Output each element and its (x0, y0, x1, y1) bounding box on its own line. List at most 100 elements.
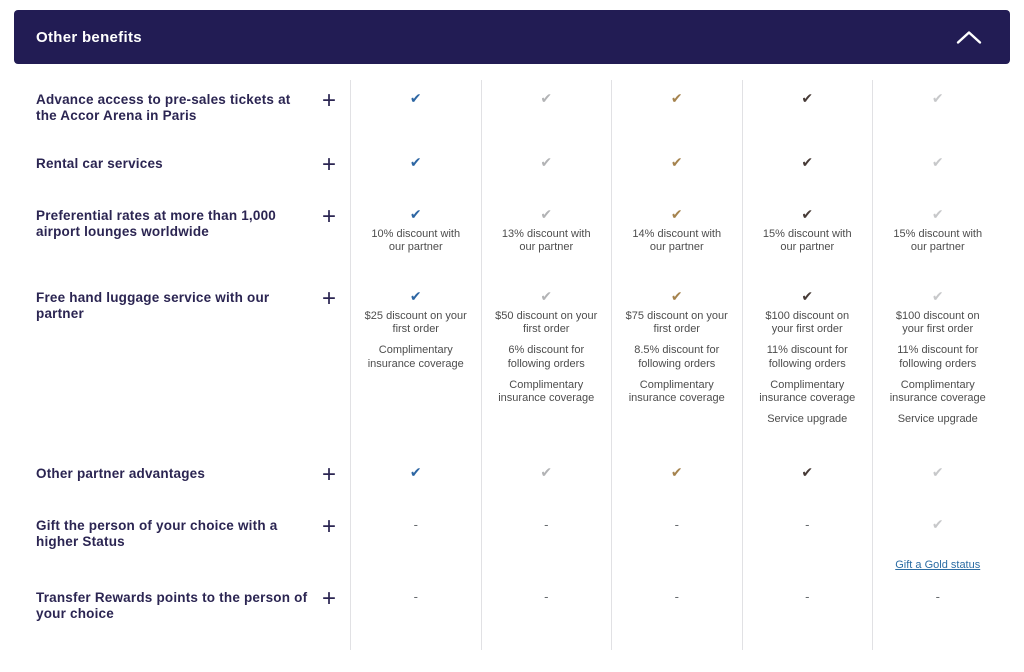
check-icon: ✔ (540, 91, 553, 107)
table-row: Other partner advantages + ✔ ✔ ✔ ✔ ✔ (14, 454, 1024, 506)
expand-plus-button[interactable]: + (321, 585, 336, 612)
check-icon: ✔ (540, 155, 553, 171)
table-row: Preferential rates at more than 1,000 ai… (14, 196, 1024, 278)
benefit-cell: - (741, 578, 873, 650)
benefit-cell: ✔ $25 discount on your first order Complim… (350, 278, 481, 454)
benefit-cell: ✔ 15% discount with our partner (741, 196, 873, 278)
section-title: Other benefits (36, 28, 142, 46)
row-label-cell: Other partner advantages + (14, 454, 350, 506)
benefit-detail-text: Complimentary insurance coverage (759, 378, 856, 404)
check-icon: ✔ (670, 465, 683, 481)
check-icon: ✔ (931, 289, 944, 305)
check-icon: ✔ (801, 465, 814, 481)
benefit-cell: ✔ (872, 144, 1003, 196)
check-icon: ✔ (409, 207, 422, 223)
benefit-detail-text: 13% discount with our partner (501, 228, 591, 254)
expand-plus-button[interactable]: + (321, 513, 336, 540)
benefit-detail-text: $100 discount on your first order (765, 310, 850, 336)
benefit-detail-text: 8.5% discount for following orders (634, 344, 720, 370)
benefit-cell: ✔ (611, 454, 742, 506)
row-label-cell: Free hand luggage service with our partn… (14, 278, 350, 454)
dash-icon: - (935, 589, 940, 604)
benefit-detail-text: 15% discount with our partner (762, 228, 852, 254)
check-icon: ✔ (670, 207, 683, 223)
check-icon: ✔ (931, 155, 944, 171)
dash-icon: - (805, 589, 810, 604)
dash-icon: - (413, 589, 418, 604)
check-icon: ✔ (409, 465, 422, 481)
check-icon: ✔ (931, 517, 944, 533)
chevron-up-icon[interactable] (956, 30, 982, 45)
benefit-cell: ✔ (350, 144, 481, 196)
row-label-cell: Preferential rates at more than 1,000 ai… (14, 196, 350, 278)
expand-plus-button[interactable]: + (321, 151, 336, 178)
benefit-cell: ✔ (741, 144, 873, 196)
benefit-detail-text: $100 discount on your first order (895, 310, 980, 336)
expand-plus-button[interactable]: + (321, 285, 336, 312)
benefit-detail-text: 6% discount for following orders (507, 344, 585, 370)
benefit-detail-text: Complimentary insurance coverage (628, 378, 725, 404)
benefit-detail-text: 14% discount with our partner (632, 228, 722, 254)
accordion-header-other-benefits[interactable]: Other benefits (14, 10, 1010, 64)
check-icon: ✔ (409, 289, 422, 305)
benefit-cell: ✔ 15% discount with our partner (872, 196, 1003, 278)
table-row: Gift the person of your choice with a hi… (14, 506, 1024, 578)
benefit-cell: ✔ 14% discount with our partner (611, 196, 742, 278)
benefit-cell: ✔ Gift a Gold status (872, 506, 1003, 578)
benefit-cell: ✔ (611, 80, 742, 144)
benefit-detail-text: Service upgrade (767, 413, 848, 426)
expand-plus-button[interactable]: + (321, 203, 336, 230)
row-label: Advance access to pre-sales tickets at t… (36, 92, 291, 123)
check-icon: ✔ (409, 155, 422, 171)
check-icon: ✔ (540, 207, 553, 223)
check-icon: ✔ (931, 465, 944, 481)
dash-icon: - (674, 589, 679, 604)
table-row: Rental car services + ✔ ✔ ✔ ✔ ✔ (14, 144, 1024, 196)
benefit-cell: ✔ (872, 454, 1003, 506)
benefit-detail-text: Complimentary insurance coverage (498, 378, 595, 404)
benefit-cell: - (611, 578, 742, 650)
benefit-cell: ✔ $100 discount on your first order 11% di… (872, 278, 1003, 454)
benefit-cell: - (741, 506, 873, 578)
benefit-cell: ✔ (480, 454, 612, 506)
check-icon: ✔ (931, 91, 944, 107)
benefit-cell: ✔ (741, 80, 873, 144)
benefits-table-body: Advance access to pre-sales tickets at t… (14, 80, 1024, 650)
benefit-detail-text: $50 discount on your first order (495, 310, 598, 336)
benefit-cell: - (480, 506, 612, 578)
benefit-cell: - (872, 578, 1003, 650)
table-row: Free hand luggage service with our partn… (14, 278, 1024, 454)
expand-plus-button[interactable]: + (321, 461, 336, 488)
row-label: Rental car services (36, 156, 163, 171)
benefit-cell: ✔ 10% discount with our partner (350, 196, 481, 278)
benefit-cell: - (350, 506, 481, 578)
gift-gold-status-link[interactable]: Gift a Gold status (895, 559, 981, 571)
table-row: Transfer Rewards points to the person of… (14, 578, 1024, 650)
benefit-detail-text: $75 discount on your first order (625, 310, 728, 336)
row-label-cell: Gift the person of your choice with a hi… (14, 506, 350, 578)
benefit-detail-text: 15% discount with our partner (893, 228, 983, 254)
benefit-detail-text: Complimentary insurance coverage (367, 344, 464, 370)
benefit-cell: - (480, 578, 612, 650)
check-icon: ✔ (931, 207, 944, 223)
benefit-detail-text: Complimentary insurance coverage (889, 378, 986, 404)
row-label: Other partner advantages (36, 466, 206, 481)
table-row: Advance access to pre-sales tickets at t… (14, 80, 1024, 144)
row-label: Preferential rates at more than 1,000 ai… (36, 208, 277, 239)
check-icon: ✔ (801, 207, 814, 223)
benefit-cell: - (350, 578, 481, 650)
row-label-cell: Advance access to pre-sales tickets at t… (14, 80, 350, 144)
benefit-cell: ✔ (480, 144, 612, 196)
check-icon: ✔ (540, 465, 553, 481)
dash-icon: - (805, 517, 810, 532)
benefit-cell: ✔ $75 discount on your first order 8.5% di… (611, 278, 742, 454)
dash-icon: - (544, 589, 549, 604)
check-icon: ✔ (670, 155, 683, 171)
benefit-detail-text: 11% discount for following orders (897, 344, 979, 370)
benefit-cell: ✔ (611, 144, 742, 196)
benefit-cell: ✔ (741, 454, 873, 506)
expand-plus-button[interactable]: + (321, 87, 336, 114)
benefit-cell: ✔ (350, 454, 481, 506)
benefit-cell: ✔ $100 discount on your first order 11% di… (741, 278, 873, 454)
check-icon: ✔ (801, 289, 814, 305)
